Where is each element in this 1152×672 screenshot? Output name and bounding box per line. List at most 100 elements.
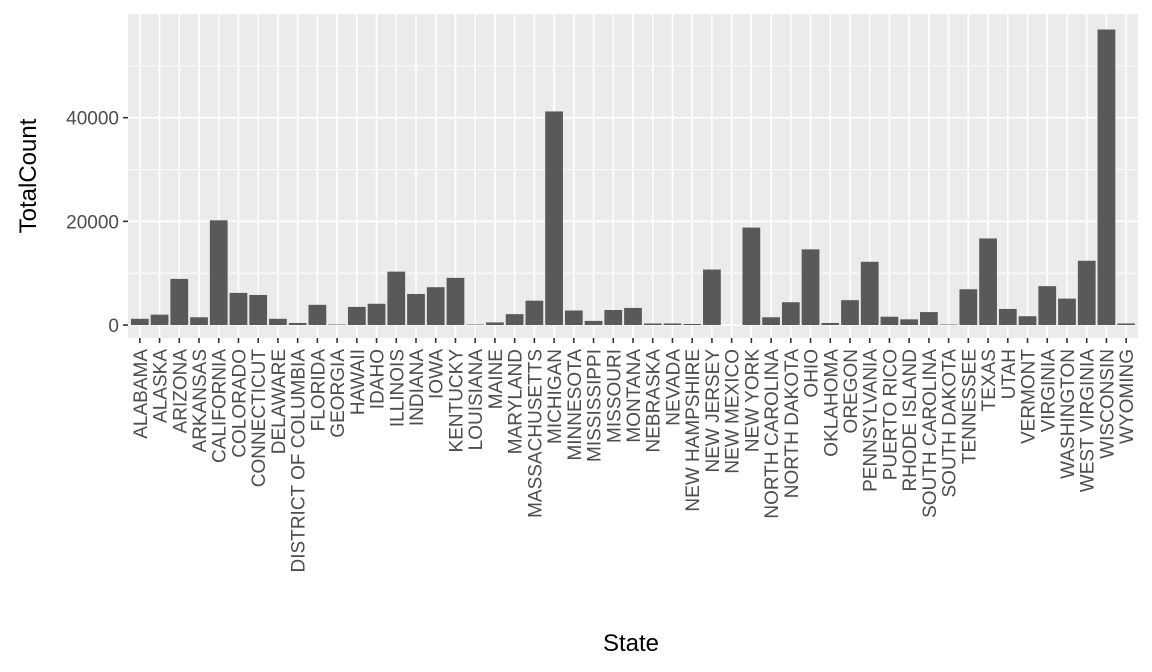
bar <box>604 310 623 326</box>
x-tick-label: DELAWARE <box>269 349 290 454</box>
bar <box>308 304 327 326</box>
x-tick-label: WEST VIRGINIA <box>1078 349 1099 493</box>
bar <box>249 294 268 326</box>
bar <box>426 287 445 326</box>
bar <box>564 310 583 326</box>
bar <box>801 249 820 326</box>
bar <box>367 303 386 326</box>
x-tick-label: MICHIGAN <box>545 349 566 444</box>
bar <box>959 289 978 326</box>
bar <box>505 314 524 326</box>
bars <box>130 29 1136 326</box>
x-tick-label: MAINE <box>486 349 507 409</box>
bar <box>762 317 780 326</box>
x-tick-label: RHODE ISLAND <box>900 349 921 492</box>
bar <box>742 227 761 326</box>
x-tick-label: NEW YORK <box>742 349 763 452</box>
x-tick-label: TENNESSEE <box>959 349 980 464</box>
bar <box>229 292 248 326</box>
x-tick-label: NEVADA <box>663 349 684 426</box>
x-tick-label: DISTRICT OF COLUMBIA <box>289 349 310 573</box>
x-tick-label: WYOMING <box>1117 349 1138 444</box>
x-tick-label: NORTH CAROLINA <box>762 349 783 519</box>
bar <box>387 271 406 326</box>
bar <box>328 324 346 326</box>
x-tick-label: TEXAS <box>979 349 1000 411</box>
bar <box>545 111 563 326</box>
bar <box>979 238 997 326</box>
x-tick-label: HAWAII <box>348 349 369 415</box>
bar <box>1018 316 1037 326</box>
x-tick-label: MONTANA <box>624 349 645 443</box>
x-axis-title: State <box>603 630 659 657</box>
x-tick-label: OKLAHOMA <box>821 349 842 457</box>
x-tick-label: MISSOURI <box>604 349 625 443</box>
x-tick-label: CONNECTICUT <box>249 349 270 488</box>
x-tick-label: GEORGIA <box>328 349 349 438</box>
bar <box>209 220 228 326</box>
x-tick-label: NEBRASKA <box>644 349 665 453</box>
bar <box>1058 298 1076 326</box>
x-tick-label: NORTH DAKOTA <box>782 349 803 499</box>
bar <box>703 269 721 326</box>
x-tick-label: MINNESOTA <box>565 349 586 461</box>
y-tick-label: 20000 <box>66 212 119 233</box>
bar <box>821 322 840 326</box>
x-tick-label: WISCONSIN <box>1097 349 1118 459</box>
x-tick-label: ARIZONA <box>170 349 191 434</box>
x-tick-label: ALABAMA <box>131 349 152 439</box>
bar <box>920 312 938 326</box>
x-tick-label: SOUTH CAROLINA <box>920 349 941 518</box>
x-tick-label: OREGON <box>841 349 862 433</box>
x-tick-label: VIRGINIA <box>1038 349 1059 433</box>
y-tick-label: 40000 <box>66 109 119 130</box>
x-tick-label: MARYLAND <box>506 349 527 454</box>
x-tick-label: ALASKA <box>151 349 172 423</box>
bar <box>1077 260 1096 326</box>
bar <box>584 320 603 326</box>
bar <box>1117 323 1136 326</box>
bar <box>407 293 425 326</box>
bar <box>190 317 208 326</box>
bar <box>1038 286 1057 326</box>
x-tick-label: IOWA <box>427 349 448 399</box>
x-tick-label: OHIO <box>802 349 823 398</box>
bar <box>288 322 307 326</box>
bar <box>130 318 149 326</box>
x-tick-label: PENNSYLVANIA <box>861 349 882 492</box>
bar <box>624 307 642 326</box>
x-tick-label: MASSACHUSETTS <box>525 349 546 518</box>
bar <box>860 261 879 326</box>
x-tick-label: NEW HAMPSHIRE <box>683 349 704 512</box>
bar <box>683 324 702 326</box>
bar <box>643 323 662 326</box>
x-tick-label: UTAH <box>999 349 1020 399</box>
bar <box>486 322 504 326</box>
y-tick-label: 0 <box>108 316 119 337</box>
bar <box>347 306 366 326</box>
x-tick-label: NEW JERSEY <box>703 349 724 473</box>
bar <box>446 277 465 326</box>
bar <box>998 308 1017 326</box>
x-tick-label: ARKANSAS <box>190 349 211 452</box>
x-tick-label: INDIANA <box>407 349 428 426</box>
x-tick-label: NEW MEXICO <box>723 349 744 474</box>
x-tick-label: SOUTH DAKOTA <box>940 349 961 498</box>
x-tick-label: VERMONT <box>1019 349 1040 444</box>
bar <box>269 318 287 326</box>
y-axis-title: TotalCount <box>15 118 42 233</box>
x-tick-label: ILLINOIS <box>387 349 408 427</box>
x-tick-label: KENTUCKY <box>446 349 467 453</box>
bar <box>1097 29 1116 326</box>
bar <box>525 300 544 326</box>
x-tick-label: IDAHO <box>368 349 389 409</box>
bar <box>880 316 899 326</box>
x-tick-label: MISSISSIPPI <box>585 349 606 462</box>
bar <box>900 319 919 326</box>
bar <box>939 324 958 326</box>
bar <box>170 278 189 326</box>
bar <box>663 323 682 326</box>
x-tick-label: CALIFORNIA <box>210 349 231 463</box>
bar <box>781 302 800 326</box>
